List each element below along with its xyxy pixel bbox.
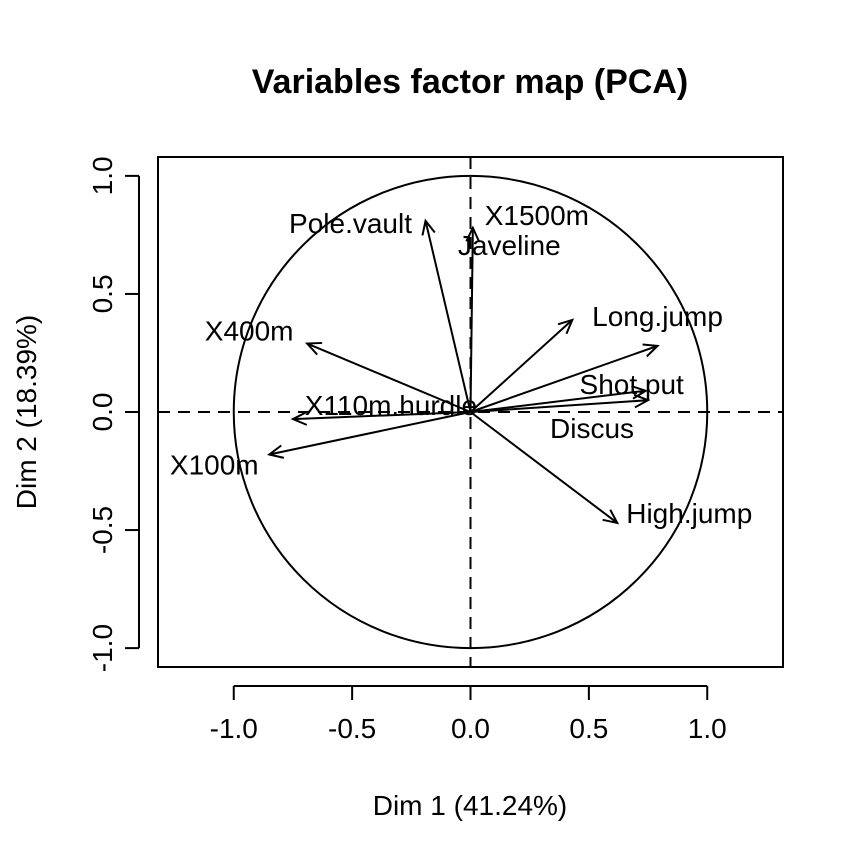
x-axis-label: Dim 1 (41.24%) <box>373 790 568 821</box>
variable-arrow-x110m-hurdle <box>290 411 471 426</box>
variable-arrows <box>266 218 660 525</box>
variable-label: X110m.hurdle <box>305 390 477 421</box>
y-tick-label: -1.0 <box>87 624 118 672</box>
variable-labels: X100m Long.jump Shot.put High.jump X400m X110… <box>170 200 752 529</box>
y-tick-label: 1.0 <box>87 156 118 195</box>
y-tick-label: 0.5 <box>87 274 118 313</box>
correlation-circle-layer <box>232 174 709 650</box>
y-tick-label: -0.5 <box>87 506 118 554</box>
variable-label: X400m <box>205 316 294 347</box>
x-tick-label: -0.5 <box>328 713 376 744</box>
variable-label: Javeline <box>458 230 561 261</box>
variable-arrow-pole-vault <box>421 218 472 413</box>
variable-label: X100m <box>170 450 259 481</box>
variable-arrow-x1500m <box>465 225 480 413</box>
x-tick-label: 0.0 <box>451 713 490 744</box>
variable-arrow-high-jump <box>469 411 620 525</box>
reference-lines <box>158 157 783 667</box>
y-axis-label: Dim 2 (18.39%) <box>11 315 42 510</box>
variable-arrow-x100m <box>266 411 471 459</box>
x-tick-label: 0.5 <box>569 713 608 744</box>
variable-label: Pole.vault <box>289 208 412 239</box>
axes: -1.0 -0.5 0.0 0.5 1.0 -1.0 -0.5 0.0 0.5 1.0 <box>87 156 727 744</box>
variable-arrow-long-jump <box>470 343 660 413</box>
variable-arrow-x400m <box>304 341 471 413</box>
variable-label: High.jump <box>626 498 752 529</box>
x-tick-label: 1.0 <box>688 713 727 744</box>
chart-title: Variables factor map (PCA) <box>252 63 688 101</box>
variable-label: X1500m <box>485 200 589 231</box>
variable-label: Discus <box>550 413 634 444</box>
variable-label: Shot.put <box>580 369 685 400</box>
correlation-circle <box>232 174 709 650</box>
x-tick-label: -1.0 <box>210 713 258 744</box>
variable-label: Long.jump <box>592 301 723 332</box>
variable-arrow-javeline <box>469 318 575 413</box>
variable-arrow-discus <box>470 393 651 413</box>
y-tick-label: 0.0 <box>87 393 118 432</box>
